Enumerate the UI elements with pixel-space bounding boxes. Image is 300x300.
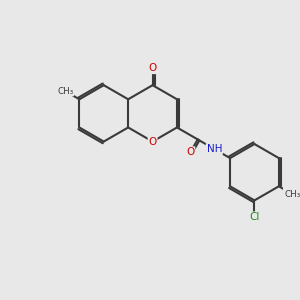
Text: CH₃: CH₃ [57, 87, 73, 96]
Text: O: O [148, 136, 157, 146]
Text: O: O [148, 63, 157, 73]
Text: O: O [186, 147, 194, 157]
Text: Cl: Cl [249, 212, 260, 222]
Text: CH₃: CH₃ [285, 190, 300, 199]
Text: NH: NH [207, 144, 222, 154]
